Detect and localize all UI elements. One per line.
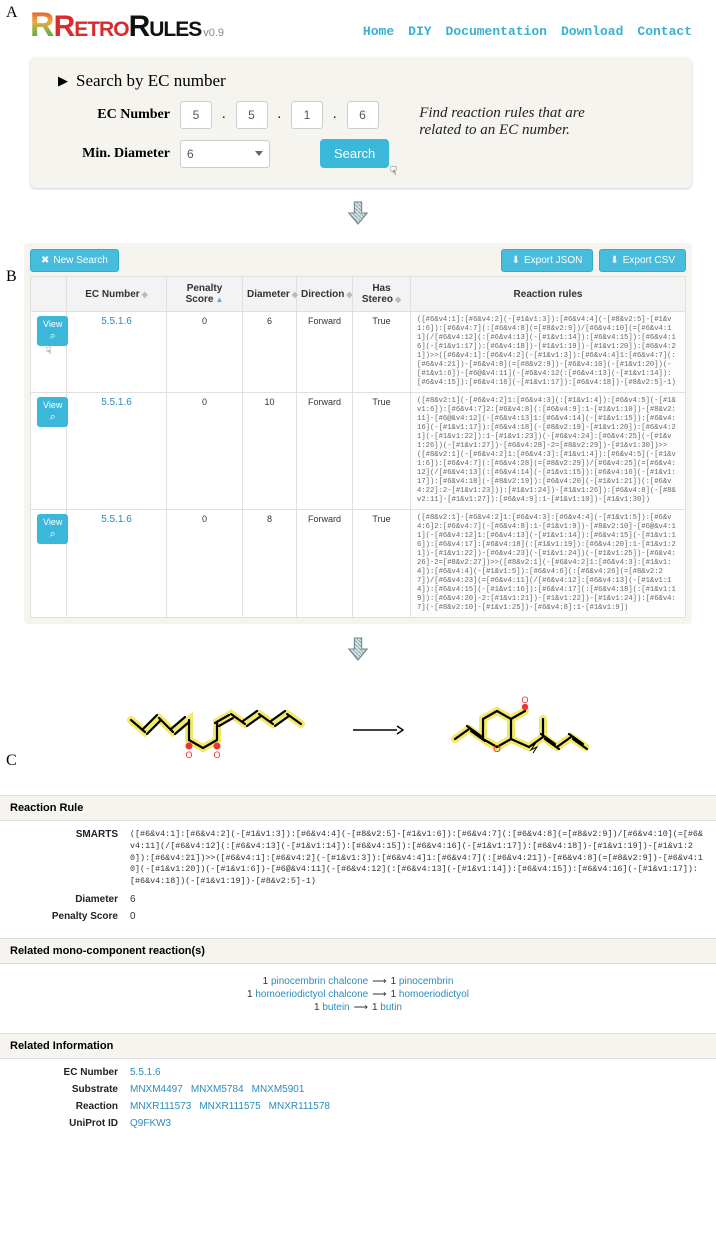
info-uni-label: UniProt ID: [10, 1118, 118, 1129]
table-row: View5.5.1.608ForwardTrue([#8&v2:1]-[#6&v…: [31, 510, 686, 618]
info-sub-links: MNXM4497 MNXM5784 MNXM5901: [130, 1084, 706, 1095]
new-search-button[interactable]: ✖ New Search: [30, 249, 119, 272]
cursor-icon: [390, 164, 397, 178]
logo-retro: Retro: [54, 10, 129, 44]
search-icon: [50, 412, 56, 423]
info-link[interactable]: MNXR111578: [269, 1101, 330, 1112]
view-button[interactable]: View: [37, 397, 68, 427]
search-button[interactable]: Search: [320, 139, 389, 168]
ec-link[interactable]: 5.5.1.6: [101, 397, 132, 408]
table-row: View5.5.1.6010ForwardTrue([#8&v2:1](-[#6…: [31, 393, 686, 510]
info-rxn-label: Reaction: [10, 1101, 118, 1112]
view-button[interactable]: View: [37, 316, 68, 346]
site-header: RRetroRulesv0.9 Home DIY Documentation D…: [0, 0, 716, 49]
penalty-v: 0: [130, 911, 706, 922]
info-uni-links: Q9FKW3: [130, 1118, 706, 1129]
logo-rules: Rules: [129, 10, 202, 44]
export-csv-button[interactable]: ⬇ Export CSV: [599, 249, 686, 272]
nav-docs[interactable]: Documentation: [446, 24, 547, 39]
subfig-label-a: A: [6, 4, 18, 22]
info-link[interactable]: MNXM4497: [130, 1084, 183, 1095]
svg-text:O: O: [213, 750, 220, 760]
ec-input-3[interactable]: 1: [291, 101, 323, 129]
export-json-button[interactable]: ⬇ Export JSON: [501, 249, 594, 272]
ec-label: EC Number: [58, 107, 170, 123]
ec-link[interactable]: 5.5.1.6: [101, 514, 132, 525]
search-title-text: Search by EC number: [76, 71, 226, 91]
subfig-label-c: C: [6, 752, 17, 770]
min-diameter-select[interactable]: 6: [180, 140, 270, 168]
col-rules: Reaction rules: [411, 277, 686, 312]
results-panel: ✖ New Search ⬇ Export JSON ⬇ Export CSV …: [24, 243, 692, 624]
ec-link[interactable]: 5.5.1.6: [101, 316, 132, 327]
info-link[interactable]: MNXR111575: [199, 1101, 260, 1112]
nav-home[interactable]: Home: [363, 24, 394, 39]
section-related-info: Related Information: [0, 1033, 716, 1059]
search-title: ▶ Search by EC number: [58, 71, 664, 91]
smarts-label: SMARTS: [10, 829, 118, 888]
section-reaction-rule: Reaction Rule: [0, 795, 716, 821]
nav-contact[interactable]: Contact: [637, 24, 692, 39]
main-nav: Home DIY Documentation Download Contact: [363, 24, 692, 45]
product-link[interactable]: homoeriodictyol: [399, 989, 469, 1000]
view-button[interactable]: View: [37, 514, 68, 544]
info-link[interactable]: MNXR111573: [130, 1101, 191, 1112]
info-ec-label: EC Number: [10, 1067, 118, 1078]
col-stereo[interactable]: Has Stereo◆: [353, 277, 411, 312]
detail-panel: O O: [0, 679, 716, 1137]
section-related-reactions: Related mono-component reaction(s): [0, 938, 716, 964]
subfig-label-b: B: [6, 268, 17, 286]
flow-arrow-1: [0, 200, 716, 231]
info-ec-link[interactable]: 5.5.1.6: [130, 1067, 161, 1078]
table-row: View☟5.5.1.606ForwardTrue([#6&v4:1]:[#6&…: [31, 312, 686, 393]
reactant-link[interactable]: homoeriodictyol chalcone: [255, 989, 368, 1000]
col-direction[interactable]: Direction◆: [297, 277, 353, 312]
nav-download[interactable]: Download: [561, 24, 623, 39]
smarts-value: ([#6&v4:1]:[#6&v4:2](-[#1&v1:3]):[#6&v4:…: [130, 829, 706, 888]
flow-arrow-2: [0, 636, 716, 667]
product-link[interactable]: butin: [380, 1002, 402, 1013]
logo-version: v0.9: [203, 27, 224, 39]
reaction-arrow-icon: [351, 724, 405, 736]
col-penalty[interactable]: Penalty Score▲: [167, 277, 243, 312]
logo: RRetroRulesv0.9: [30, 6, 224, 45]
info-link[interactable]: Q9FKW3: [130, 1118, 171, 1129]
info-link[interactable]: MNXM5901: [252, 1084, 305, 1095]
search-icon: [50, 331, 56, 342]
svg-text:O: O: [185, 750, 192, 760]
ec-input-4[interactable]: 6: [347, 101, 379, 129]
diameter-label: Min. Diameter: [58, 146, 170, 162]
product-structure: O O: [445, 689, 595, 771]
svg-text:O: O: [521, 695, 528, 705]
reaction-diagram: O O: [0, 679, 716, 787]
col-ec[interactable]: EC Number◆: [67, 277, 167, 312]
product-link[interactable]: pinocembrin: [399, 976, 453, 987]
svg-text:O: O: [493, 744, 501, 755]
diameter-v: 6: [130, 894, 706, 905]
collapse-icon[interactable]: ▶: [58, 73, 68, 89]
info-link[interactable]: MNXM5784: [191, 1084, 244, 1095]
reactant-link[interactable]: pinocembrin chalcone: [271, 976, 368, 987]
info-rxn-links: MNXR111573 MNXR111575 MNXR111578: [130, 1101, 706, 1112]
penalty-k: Penalty Score: [10, 911, 118, 922]
search-description: Find reaction rules that are related to …: [419, 105, 619, 139]
col-diameter[interactable]: Diameter◆: [243, 277, 297, 312]
ec-input-1[interactable]: 5: [180, 101, 212, 129]
substrate-structure: O O: [121, 690, 311, 770]
reactant-link[interactable]: butein: [322, 1002, 349, 1013]
results-table: EC Number◆ Penalty Score▲ Diameter◆ Dire…: [30, 276, 686, 618]
search-icon: [50, 529, 56, 540]
ec-input-2[interactable]: 5: [236, 101, 268, 129]
search-panel: ▶ Search by EC number EC Number 5. 5. 1.…: [30, 57, 692, 188]
info-sub-label: Substrate: [10, 1084, 118, 1095]
diameter-k: Diameter: [10, 894, 118, 905]
related-reactions-list: 1 pinocembrin chalcone⟶1 pinocembrin1 ho…: [0, 964, 716, 1025]
nav-diy[interactable]: DIY: [408, 24, 431, 39]
